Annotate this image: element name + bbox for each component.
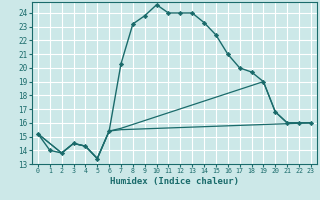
X-axis label: Humidex (Indice chaleur): Humidex (Indice chaleur): [110, 177, 239, 186]
